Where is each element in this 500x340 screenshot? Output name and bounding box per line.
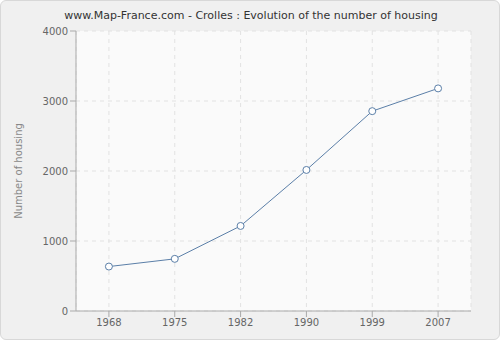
svg-text:3000: 3000 — [43, 96, 68, 107]
svg-text:Number of housing: Number of housing — [13, 123, 24, 219]
svg-text:2007: 2007 — [425, 317, 450, 328]
html-text:www.Map-France.com - Crolles :: www.Map-France.com - Crolles : Evolution… — [64, 9, 438, 22]
svg-text:1990: 1990 — [294, 317, 319, 328]
svg-text:1968: 1968 — [96, 317, 121, 328]
svg-text:4000: 4000 — [43, 26, 68, 37]
svg-text:1982: 1982 — [228, 317, 253, 328]
svg-text:1999: 1999 — [360, 317, 385, 328]
svg-text:1975: 1975 — [162, 317, 187, 328]
svg-text:1000: 1000 — [43, 236, 68, 247]
svg-text:2000: 2000 — [43, 166, 68, 177]
svg-text:0: 0 — [62, 306, 68, 317]
